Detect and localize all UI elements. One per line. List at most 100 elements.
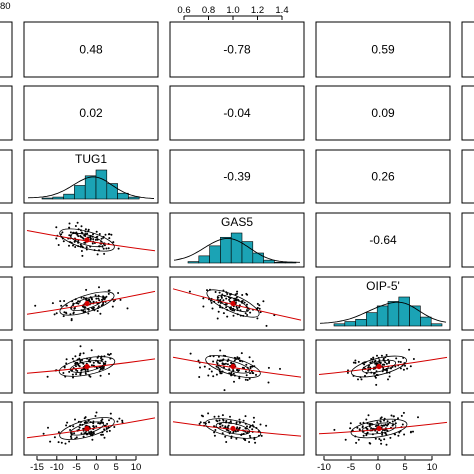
panel-r2-c5 [461, 85, 474, 141]
scatter-point [226, 293, 229, 295]
scatter-point [90, 364, 93, 367]
scatter-point [76, 221, 79, 224]
scatter-point [87, 312, 90, 315]
scatter-point [229, 308, 232, 311]
scatter-point [251, 428, 254, 431]
scatter-point [68, 222, 71, 225]
scatter-point [356, 426, 359, 429]
scatter-point [244, 312, 247, 315]
correlation-value: -0.78 [223, 43, 251, 57]
scatter-point [357, 438, 360, 441]
scatter-point [210, 370, 213, 373]
scatter-point [206, 289, 208, 292]
ellipse-outer [205, 355, 261, 378]
scatter-point [238, 377, 241, 380]
scatter-point [91, 438, 94, 441]
ellipse-outer [59, 417, 115, 440]
scatter-point [259, 423, 262, 426]
histogram-bar [344, 321, 356, 327]
scatter-point [62, 315, 65, 318]
scatter-point [227, 424, 230, 427]
scatter-point [267, 381, 270, 384]
scatter-point [382, 357, 385, 360]
scatter-point [117, 292, 120, 294]
scatter-point [235, 427, 238, 430]
scatter-point [394, 365, 397, 368]
scatter-point [203, 421, 206, 424]
scatter-point [394, 422, 397, 425]
scatter-point [89, 300, 92, 303]
scatter-point [200, 414, 203, 417]
scatter-point [104, 360, 107, 363]
scatter-point [47, 426, 49, 429]
panel-r3-c4 [315, 149, 451, 204]
scatter-point [199, 421, 202, 424]
scatter-point [379, 439, 382, 442]
ellipse-inner [69, 360, 105, 373]
axes-layer: 0.6 0.8 1.0 1.2 1.4 80 -15 -10 -5 0 5 10 -10 -5 0 5 10 [0, 1, 437, 473]
scatter-point [100, 433, 103, 436]
scatter-point [65, 362, 68, 365]
scatter-point [92, 238, 95, 241]
scatter-point [80, 368, 83, 371]
mean-point [230, 300, 236, 307]
scatter-point [49, 440, 52, 443]
correlation-value: 0.02 [79, 106, 103, 120]
mean-point [376, 425, 382, 432]
scatter-point [387, 378, 389, 381]
scatter-point [68, 226, 71, 229]
scatter-point [379, 420, 382, 423]
scatter-point [79, 359, 82, 362]
scatter-point [77, 239, 80, 242]
scatter-point [213, 425, 215, 428]
scatter-point [374, 359, 377, 362]
scatter-point [367, 366, 370, 369]
scatter-point [251, 360, 254, 363]
scatter-point [88, 298, 91, 301]
scatter-point [236, 368, 239, 371]
ellipse-inner [361, 422, 397, 435]
scatter-point [95, 411, 98, 414]
scatter-point [117, 247, 120, 250]
bottom-tick-label: -10 [50, 462, 64, 473]
scatter-point [384, 423, 387, 426]
scatter-point [102, 301, 105, 304]
panel-r1-c4 [315, 21, 451, 78]
scatter-point [84, 306, 87, 309]
mean-point [230, 363, 236, 370]
histogram-bar [106, 183, 118, 200]
scatter-point [267, 366, 270, 369]
scatter-point [391, 424, 394, 427]
top-tick-label: 0.6 [177, 5, 190, 16]
scatter-point [397, 434, 400, 437]
scatter-point [55, 237, 58, 240]
scatter-point [42, 432, 45, 435]
scatter-point [99, 374, 102, 377]
scatter-point [53, 436, 56, 439]
scatter-point [379, 362, 382, 364]
scatter-point [233, 380, 235, 383]
scatter-point [217, 301, 220, 304]
scatter-point [393, 419, 396, 422]
scatter-point [220, 296, 223, 299]
scatter-point [236, 292, 238, 295]
panel-r3-c3 [169, 149, 305, 204]
scatter-point [92, 432, 95, 435]
scatter-point [103, 436, 106, 439]
panel-r7-c1 [0, 401, 13, 456]
panel-r3-c1 [0, 149, 13, 204]
scatter-point [217, 355, 220, 358]
scatter-point [262, 300, 265, 303]
scatter-point [215, 373, 218, 376]
scatter-point [401, 423, 404, 426]
scatter-point [244, 378, 247, 381]
scatter-point [244, 415, 247, 418]
histogram-bar [74, 185, 86, 200]
histogram-bar [420, 316, 432, 327]
scatter-point [71, 373, 74, 376]
scatter-point [224, 435, 227, 438]
scatter-point [64, 442, 67, 445]
scatter-point [96, 310, 99, 312]
scatter-point [222, 312, 225, 315]
scatter-point [108, 372, 110, 375]
